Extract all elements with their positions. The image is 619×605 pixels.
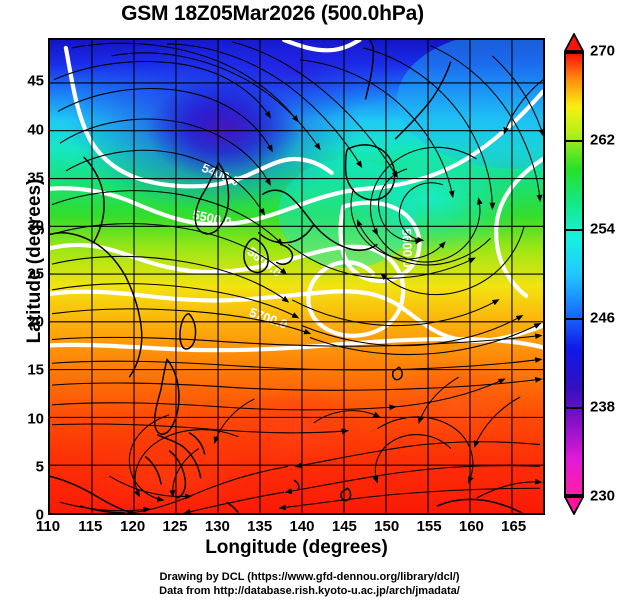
x-axis-label: Longitude (degrees) (205, 537, 388, 558)
colorbar-top-arrow (564, 33, 584, 52)
ytick-6: 30 (27, 217, 44, 235)
xtick-1: 115 (78, 518, 103, 535)
ytick-2: 10 (27, 410, 44, 428)
colorbar-bottom-arrow (564, 496, 584, 515)
xtick-0: 110 (35, 518, 61, 535)
ytick-0: 0 (35, 506, 44, 524)
colorbar-label-270: 270 (590, 42, 616, 60)
xtick-7: 145 (331, 518, 357, 535)
ytick-9: 45 (27, 72, 44, 90)
xtick-4: 130 (204, 518, 230, 535)
footer-credits: Drawing by DCL (https://www.gfd-dennou.o… (0, 570, 619, 598)
y-axis-label: Latitude (degrees) (24, 178, 45, 344)
map-gridlines (50, 40, 543, 513)
ytick-8: 40 (27, 121, 44, 138)
colorbar-tick-262 (564, 140, 584, 142)
colorbar-tick-246 (564, 318, 584, 320)
ytick-1: 5 (35, 458, 44, 476)
colorbar-tick-238 (564, 407, 584, 409)
xtick-2: 120 (120, 518, 146, 535)
colorbar-label-246: 246 (590, 309, 616, 327)
ytick-3: 15 (27, 361, 44, 379)
xtick-11: 165 (501, 518, 527, 535)
colorbar-label-254: 254 (590, 220, 616, 238)
colorbar-tick-270 (564, 51, 584, 53)
contour-label-5600b: 5600.0 (399, 228, 415, 268)
footer-line-1: Drawing by DCL (https://www.gfd-dennou.o… (159, 571, 460, 583)
colorbar-tick-230 (564, 496, 584, 498)
xtick-6: 140 (289, 518, 315, 535)
ytick-4: 20 (27, 313, 44, 331)
map-plot-area[interactable]: 5400.0 5500.0 5600.0 5600.0 5700.0 (48, 38, 545, 515)
colorbar-label-238: 238 (590, 398, 616, 416)
ytick-7: 35 (27, 169, 44, 187)
xtick-10: 160 (458, 518, 484, 535)
footer-line-2: Data from http://database.rish.kyoto-u.a… (159, 585, 460, 597)
colorbar[interactable] (564, 52, 584, 496)
colorbar-label-230: 230 (590, 487, 616, 505)
xtick-3: 125 (162, 518, 188, 535)
xtick-5: 135 (247, 518, 273, 535)
colorbar-label-262: 262 (590, 131, 616, 149)
page-title: GSM 18Z05Mar2026 (500.0hPa) (121, 2, 424, 25)
colorbar-tick-254 (564, 229, 584, 231)
ytick-5: 25 (27, 265, 44, 283)
xtick-9: 155 (416, 518, 442, 535)
xtick-8: 150 (374, 518, 400, 535)
